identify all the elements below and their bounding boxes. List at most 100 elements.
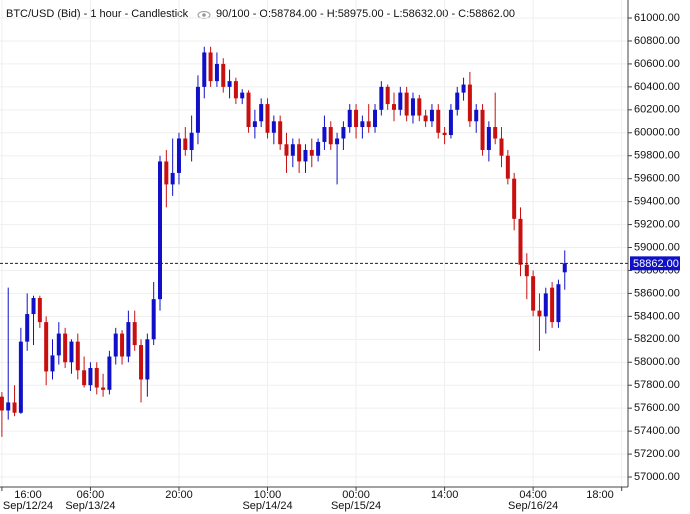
candle-body <box>88 368 93 386</box>
candle-body <box>436 109 441 133</box>
x-tick-label: 10:00 <box>254 489 282 501</box>
candle-body <box>214 63 219 82</box>
candle <box>113 327 118 365</box>
y-tick-label: 58200.00 <box>634 333 680 345</box>
candle-body <box>328 127 333 145</box>
candle-body <box>550 287 555 323</box>
candle-body <box>392 104 397 110</box>
candle-body <box>474 109 479 122</box>
candle-body <box>56 333 61 356</box>
candle-body <box>246 92 251 128</box>
candle-body <box>373 109 378 128</box>
candle-body <box>556 284 561 323</box>
candle <box>354 104 359 139</box>
candle <box>271 115 276 145</box>
y-tick-label: 57400.00 <box>634 425 680 437</box>
candle <box>88 362 93 391</box>
x-tick-label: 06:00 <box>77 489 105 501</box>
candle-body <box>107 356 112 390</box>
candle <box>531 270 536 317</box>
last-price-box <box>630 256 680 271</box>
candle-body <box>417 98 422 116</box>
candle <box>392 92 397 122</box>
last-price-label: 58862.00 <box>633 258 679 270</box>
candle <box>101 373 106 397</box>
candle <box>543 287 548 334</box>
candle-body <box>461 84 466 93</box>
candle <box>6 287 11 420</box>
candle <box>461 77 466 101</box>
candle-body <box>145 339 150 380</box>
candle <box>373 104 378 133</box>
candle <box>537 293 542 351</box>
x-tick-date: Sep/12/24 <box>3 500 53 512</box>
y-tick-label: 60600.00 <box>634 58 680 70</box>
candle-body <box>429 109 434 122</box>
candle-body <box>139 345 144 380</box>
candle-body <box>347 109 352 128</box>
candle-body <box>379 86 384 110</box>
y-tick-label: 61000.00 <box>634 12 680 24</box>
x-tick-date: Sep/15/24 <box>331 500 381 512</box>
candle-body <box>208 52 213 82</box>
candle-body <box>423 115 428 122</box>
candle <box>208 46 213 87</box>
candle <box>227 69 232 99</box>
candle-body <box>94 368 99 388</box>
candle-body <box>271 121 276 133</box>
candle <box>139 339 144 403</box>
y-tick-label: 60000.00 <box>634 127 680 139</box>
y-tick-label: 60200.00 <box>634 104 680 116</box>
candle-body <box>259 104 264 122</box>
candle <box>75 333 80 380</box>
candle <box>94 362 99 395</box>
candle-body <box>335 138 340 145</box>
candle-body <box>316 141 321 156</box>
candle <box>366 104 371 133</box>
candle <box>195 75 200 145</box>
candle <box>474 104 479 133</box>
candle <box>417 94 422 122</box>
y-tick-label: 57200.00 <box>634 448 680 460</box>
x-tick-label: 18:00 <box>586 489 614 501</box>
candle-body <box>151 299 156 340</box>
y-tick-label: 59800.00 <box>634 150 680 162</box>
candle <box>524 253 529 300</box>
candle-body <box>284 144 289 156</box>
candle <box>82 356 87 388</box>
x-tick-label: 00:00 <box>342 489 370 501</box>
y-tick-label: 57600.00 <box>634 402 680 414</box>
candle <box>360 115 365 139</box>
candle <box>50 339 55 380</box>
candle-body <box>265 104 270 133</box>
candle-body <box>202 52 207 87</box>
candle <box>63 327 68 369</box>
candle-body <box>404 92 409 116</box>
candle-body <box>537 310 542 317</box>
candle-body <box>297 144 302 162</box>
candle-body <box>12 402 17 413</box>
x-tick-label: 04:00 <box>519 489 547 501</box>
y-tick-label: 57000.00 <box>634 471 680 483</box>
candle <box>233 77 238 105</box>
chart-title: BTC/USD (Bid) - 1 hour - Candlestick <box>6 8 189 20</box>
y-tick-label: 58000.00 <box>634 356 680 368</box>
y-tick-label: 57800.00 <box>634 379 680 391</box>
candle-body <box>158 161 163 300</box>
candle-body <box>290 144 295 156</box>
candle <box>214 52 219 87</box>
candle <box>44 316 49 386</box>
candle <box>252 109 257 139</box>
candle <box>328 121 333 150</box>
candle-body <box>63 333 68 363</box>
candle <box>379 81 384 116</box>
candle <box>221 58 226 93</box>
candle <box>550 281 555 328</box>
candle <box>562 250 567 290</box>
candle-body <box>101 387 106 390</box>
candle <box>202 46 207 99</box>
candle-body <box>82 370 87 386</box>
candle-body <box>398 92 403 110</box>
candle-body <box>221 63 226 87</box>
candle <box>56 322 61 365</box>
